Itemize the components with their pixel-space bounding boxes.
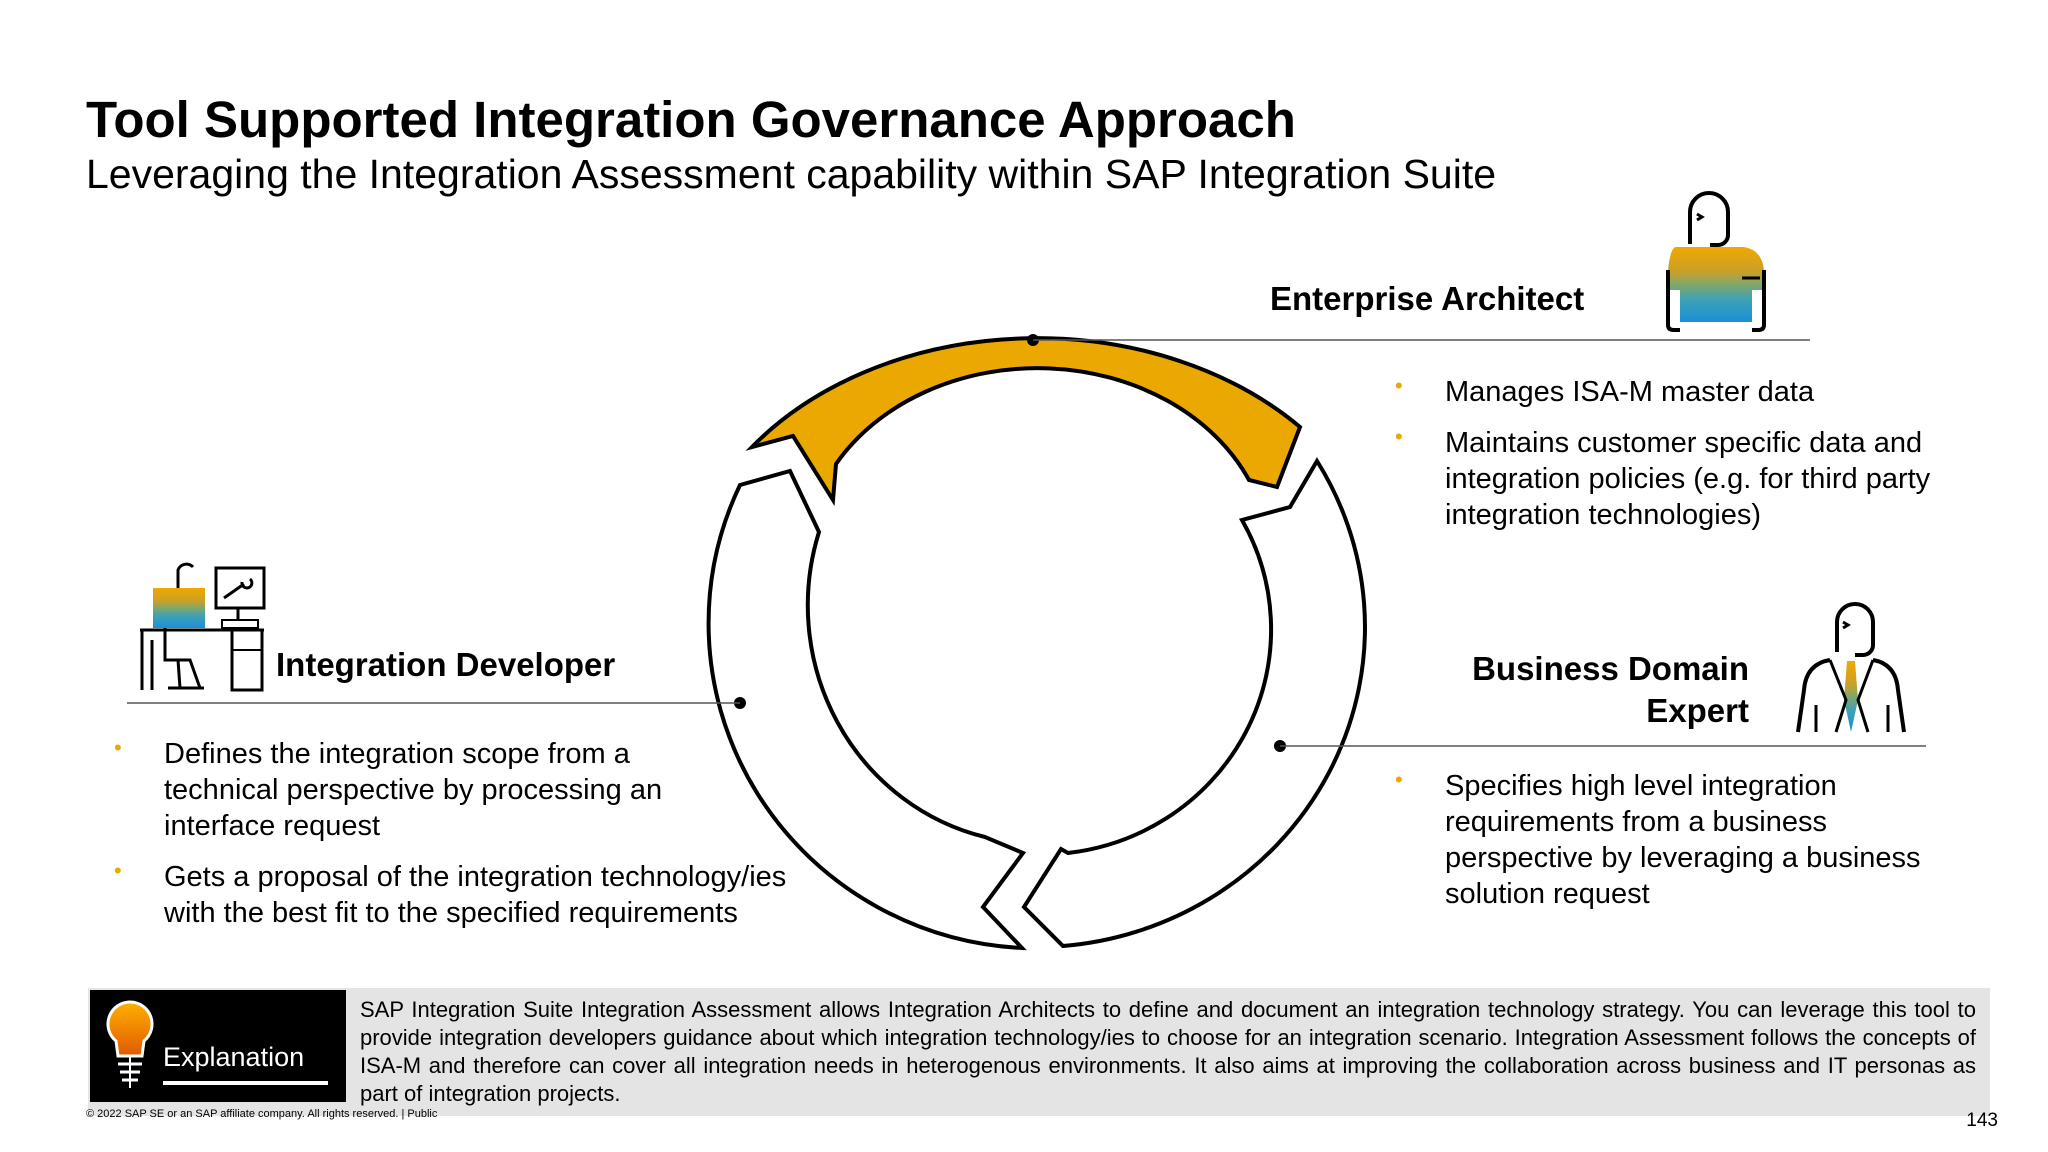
developer-bullet-list: • Defines the integration scope from a te… [114, 735, 814, 946]
lightbulb-icon [106, 1000, 154, 1088]
bullet-text: Defines the integration scope from a tec… [164, 738, 663, 842]
slide-subtitle: Leveraging the Integration Assessment ca… [86, 151, 1497, 197]
bullet-dot-icon: • [114, 858, 122, 883]
bullet-dot-icon: • [114, 735, 122, 760]
list-item: • Gets a proposal of the integration tech… [114, 858, 814, 931]
list-item: • Defines the integration scope from a te… [114, 735, 814, 844]
cycle-arrow-left [706, 468, 1027, 951]
explanation-label: Explanation [163, 1042, 305, 1072]
explanation-text: SAP Integration Suite Integration Assess… [360, 997, 1976, 1106]
bullet-text: Specifies high level integration require… [1445, 770, 1921, 910]
list-item: • Manages ISA-M master data [1395, 373, 1975, 410]
cycle-arrow-top [745, 336, 1303, 507]
explanation-panel [88, 988, 1990, 1116]
business-person-icon [1796, 602, 1906, 733]
role-label-business-domain-expert: Business Domain Expert [1472, 648, 1749, 732]
bullet-dot-icon: • [1395, 373, 1403, 398]
role-label-line1: Business Domain [1472, 650, 1749, 687]
list-item: • Specifies high level integration requir… [1395, 767, 1955, 912]
role-label-integration-developer: Integration Developer [276, 646, 616, 683]
slide-title: Tool Supported Integration Governance Ap… [86, 91, 1296, 148]
page-number: 143 [1966, 1110, 1998, 1131]
bullet-text: Manages ISA-M master data [1445, 376, 1815, 408]
role-label-line2: Expert [1646, 692, 1749, 729]
role-label-enterprise-architect: Enterprise Architect [1270, 280, 1585, 317]
business-bullet-list: • Specifies high level integration requir… [1395, 767, 1955, 927]
architect-person-icon [1666, 191, 1766, 332]
list-item: • Maintains customer specific data and in… [1395, 424, 1975, 533]
cycle-arrow-right [1021, 457, 1367, 949]
copyright-footer: © 2022 SAP SE or an SAP affiliate compan… [86, 1108, 438, 1120]
bullet-text: Maintains customer specific data and int… [1445, 427, 1931, 531]
bullet-dot-icon: • [1395, 424, 1403, 449]
architect-bullet-list: • Manages ISA-M master data • Maintains cu… [1395, 373, 1975, 548]
bullet-dot-icon: • [1395, 767, 1403, 792]
explanation-underline [163, 1081, 328, 1085]
bullet-text: Gets a proposal of the integration techn… [164, 861, 787, 929]
developer-at-desk-icon [140, 562, 266, 692]
